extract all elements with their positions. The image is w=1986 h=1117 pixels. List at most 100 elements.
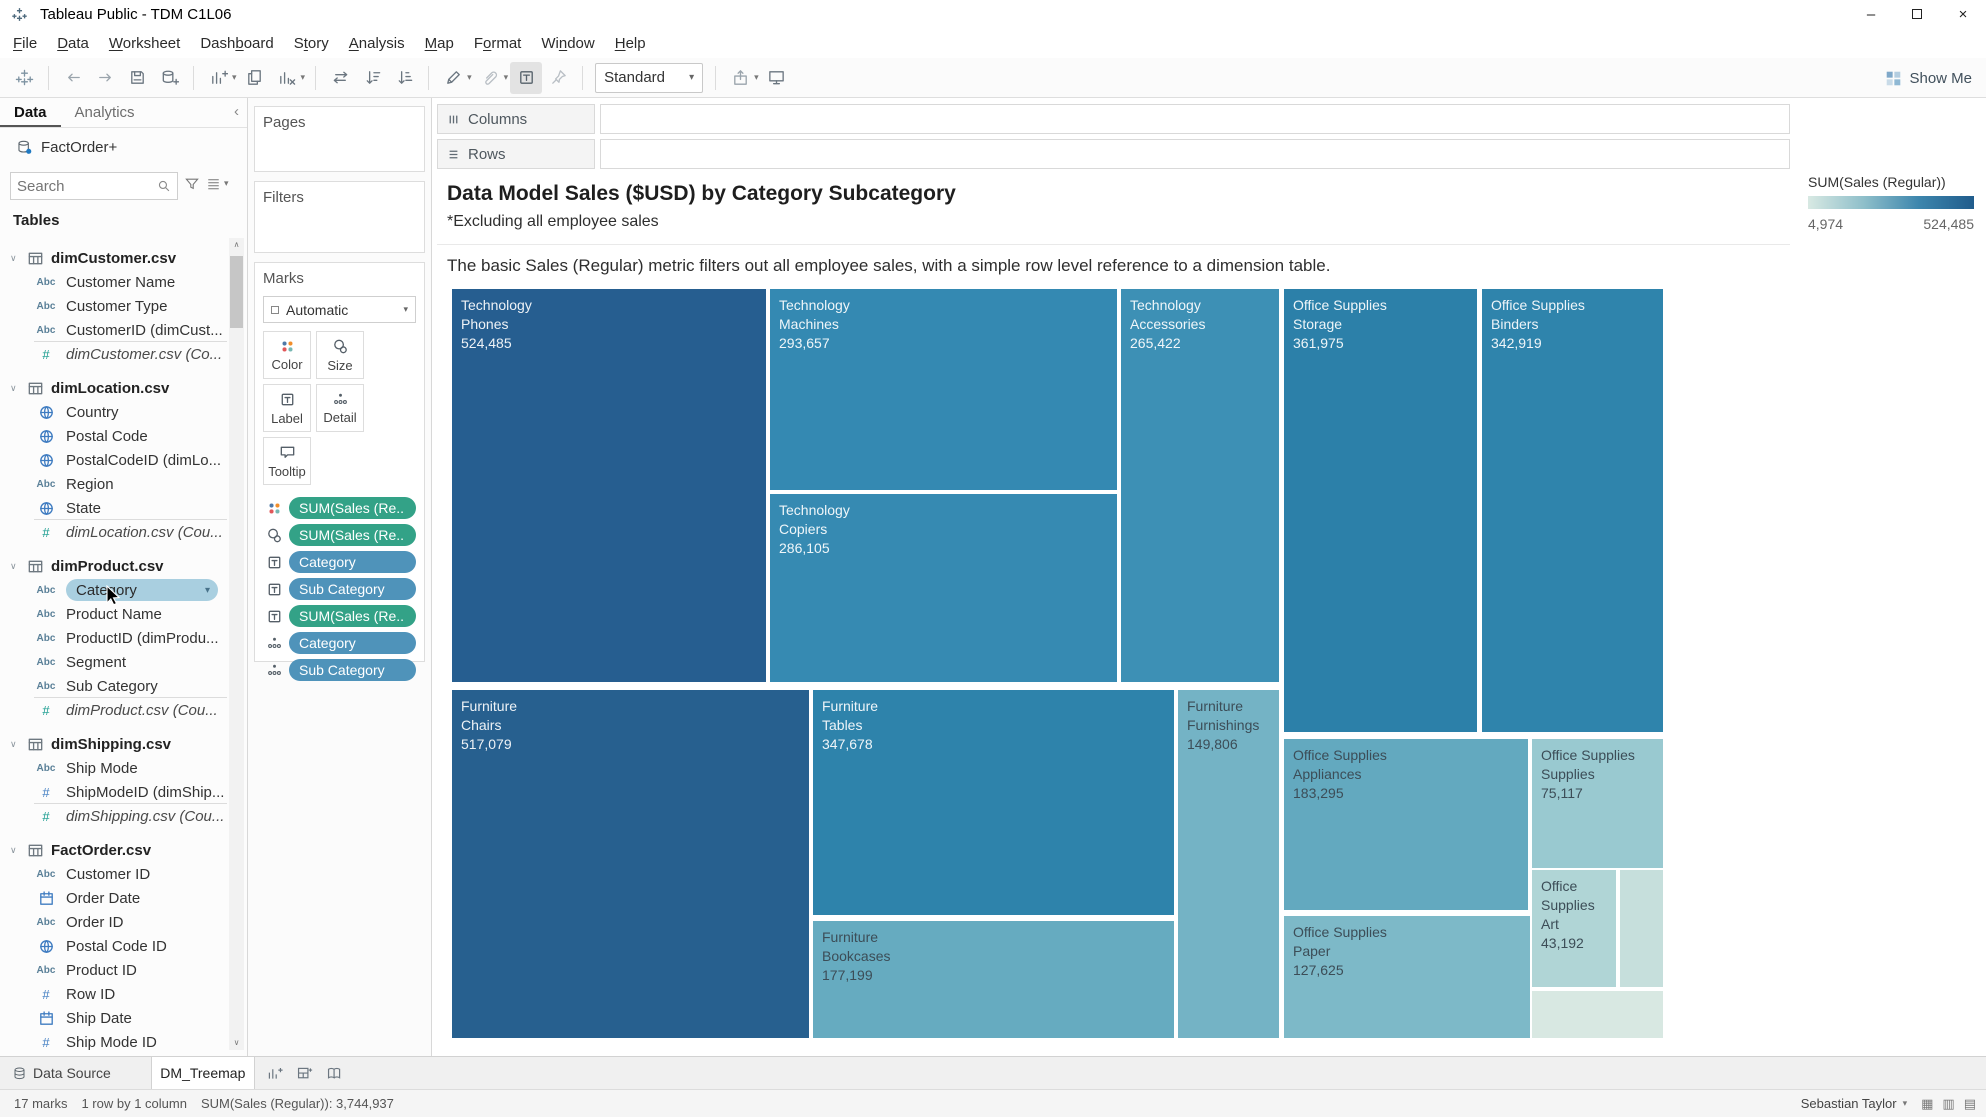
field-shipmodeid-dimship[interactable]: #ShipModeID (dimShip... xyxy=(0,780,229,804)
treemap-cell-paper[interactable]: Office SuppliesPaper127,625 xyxy=(1284,916,1530,1038)
treemap-cell-bookcases[interactable]: FurnitureBookcases177,199 xyxy=(813,921,1174,1038)
treemap-cell-binders[interactable]: Office SuppliesBinders342,919 xyxy=(1482,289,1663,732)
treemap-cell-tables[interactable]: FurnitureTables347,678 xyxy=(813,690,1174,915)
table-header-dimproduct-csv[interactable]: ∨dimProduct.csv xyxy=(0,554,229,578)
menu-window[interactable]: Window xyxy=(531,31,604,56)
duplicate-sheet-button[interactable] xyxy=(239,62,271,94)
tab-analytics[interactable]: Analytics xyxy=(61,98,149,127)
menu-story[interactable]: Story xyxy=(284,31,339,56)
chevron-down-icon[interactable]: ∨ xyxy=(10,383,20,394)
treemap-cell-machines[interactable]: TechnologyMachines293,657 xyxy=(770,289,1117,490)
treemap-cell-copiers[interactable]: TechnologyCopiers286,105 xyxy=(770,494,1117,682)
table-header-dimshipping-csv[interactable]: ∨dimShipping.csv xyxy=(0,732,229,756)
data-pane-scrollbar[interactable]: ∧ ∨ xyxy=(229,238,244,1050)
chevron-down-icon[interactable]: ∨ xyxy=(10,253,20,264)
view-options-icon[interactable]: ▾ xyxy=(206,176,229,191)
new-story-icon[interactable] xyxy=(323,1061,347,1085)
field-dimcustomer-csv-co[interactable]: #dimCustomer.csv (Co... xyxy=(0,342,229,366)
menu-format[interactable]: Format xyxy=(464,31,532,56)
data-source-tab[interactable]: Data Source xyxy=(0,1057,123,1089)
field-product-name[interactable]: AbcProduct Name xyxy=(0,602,229,626)
menu-data[interactable]: Data xyxy=(47,31,99,56)
field-row-id[interactable]: #Row ID xyxy=(0,982,229,1006)
chevron-down-icon[interactable]: ▾ xyxy=(504,72,509,83)
new-dashboard-icon[interactable] xyxy=(293,1061,317,1085)
table-header-dimcustomer-csv[interactable]: ∨dimCustomer.csv xyxy=(0,246,229,270)
treemap-cell-phones[interactable]: TechnologyPhones524,485 xyxy=(452,289,766,682)
menu-map[interactable]: Map xyxy=(415,31,464,56)
treemap-cell-storage[interactable]: Office SuppliesStorage361,975 xyxy=(1284,289,1477,732)
scroll-down-icon[interactable]: ∨ xyxy=(229,1036,244,1050)
pill-sum-sales-re[interactable]: SUM(Sales (Re.. xyxy=(289,605,416,627)
field-state[interactable]: State xyxy=(0,496,229,520)
scroll-thumb[interactable] xyxy=(230,256,243,328)
mark-type-dropdown[interactable]: Automatic ▾ xyxy=(263,296,416,323)
field-ship-mode[interactable]: AbcShip Mode xyxy=(0,756,229,780)
field-product-id[interactable]: AbcProduct ID xyxy=(0,958,229,982)
show-me-button[interactable]: Show Me xyxy=(1885,58,1972,98)
clear-sheet-button[interactable] xyxy=(271,62,303,94)
search-input[interactable] xyxy=(11,178,157,195)
chevron-down-icon[interactable]: ▾ xyxy=(754,72,759,83)
field-customer-type[interactable]: AbcCustomer Type xyxy=(0,294,229,318)
pill-category[interactable]: Category xyxy=(289,632,416,654)
field-segment[interactable]: AbcSegment xyxy=(0,650,229,674)
field-dimshipping-csv-cou[interactable]: #dimShipping.csv (Cou... xyxy=(0,804,229,828)
field-order-date[interactable]: Order Date xyxy=(0,886,229,910)
field-customer-id[interactable]: AbcCustomer ID xyxy=(0,862,229,886)
menu-analysis[interactable]: Analysis xyxy=(339,31,415,56)
share-button[interactable] xyxy=(724,62,756,94)
pages-shelf[interactable]: Pages xyxy=(254,106,425,172)
show-mark-labels-button[interactable] xyxy=(510,62,542,94)
color-button[interactable]: Color xyxy=(263,331,311,379)
pill-sub-category[interactable]: Sub Category xyxy=(289,578,416,600)
chevron-down-icon[interactable]: ∨ xyxy=(10,739,20,750)
user-menu[interactable]: Sebastian Taylor ▾ xyxy=(1801,1096,1907,1111)
field-region[interactable]: AbcRegion xyxy=(0,472,229,496)
label-button[interactable]: Label xyxy=(263,384,311,432)
menu-worksheet[interactable]: Worksheet xyxy=(99,31,190,56)
datasource-row[interactable]: FactOrder+ xyxy=(0,134,247,160)
field-postalcodeid-dimlo[interactable]: PostalCodeID (dimLo... xyxy=(0,448,229,472)
chevron-down-icon[interactable]: ▾ xyxy=(301,72,306,83)
chevron-down-icon[interactable]: ∨ xyxy=(10,561,20,572)
close-button[interactable]: × xyxy=(1940,0,1986,28)
tooltip-button[interactable]: Tooltip xyxy=(263,437,311,485)
field-customer-name[interactable]: AbcCustomer Name xyxy=(0,270,229,294)
chevron-down-icon[interactable]: ▾ xyxy=(467,72,472,83)
save-button[interactable] xyxy=(121,62,153,94)
field-productid-dimprodu[interactable]: AbcProductID (dimProdu... xyxy=(0,626,229,650)
size-button[interactable]: Size xyxy=(316,331,364,379)
table-header-dimlocation-csv[interactable]: ∨dimLocation.csv xyxy=(0,376,229,400)
treemap-cell-unlabeled[interactable] xyxy=(1620,870,1663,987)
field-postal-code-id[interactable]: Postal Code ID xyxy=(0,934,229,958)
redo-button[interactable] xyxy=(89,62,121,94)
sheet-sorter-icon[interactable]: ▦ xyxy=(1921,1096,1933,1112)
field-ship-date[interactable]: Ship Date xyxy=(0,1006,229,1030)
sheet-tab-dm-treemap[interactable]: DM_Treemap xyxy=(151,1057,255,1089)
new-worksheet-icon[interactable] xyxy=(263,1061,287,1085)
pill-sub-category[interactable]: Sub Category xyxy=(289,659,416,681)
field-customerid-dimcust[interactable]: AbcCustomerID (dimCust... xyxy=(0,318,229,342)
treemap-cell-unlabeled[interactable] xyxy=(1532,991,1663,1038)
field-country[interactable]: Country xyxy=(0,400,229,424)
sort-descending-button[interactable] xyxy=(388,62,420,94)
menu-dashboard[interactable]: Dashboard xyxy=(190,31,283,56)
filmstrip-icon[interactable]: ▥ xyxy=(1942,1096,1954,1112)
treemap-cell-appliances[interactable]: Office SuppliesAppliances183,295 xyxy=(1284,739,1528,910)
maximize-button[interactable] xyxy=(1894,0,1940,28)
filters-shelf[interactable]: Filters xyxy=(254,181,425,253)
swap-rows-columns-button[interactable] xyxy=(324,62,356,94)
sort-ascending-button[interactable] xyxy=(356,62,388,94)
filter-fields-icon[interactable] xyxy=(184,176,200,192)
chevron-down-icon[interactable]: ∨ xyxy=(10,845,20,856)
scroll-up-icon[interactable]: ∧ xyxy=(229,238,244,252)
treemap-cell-chairs[interactable]: FurnitureChairs517,079 xyxy=(452,690,809,1038)
field-dimproduct-csv-cou[interactable]: #dimProduct.csv (Cou... xyxy=(0,698,229,722)
field-order-id[interactable]: AbcOrder ID xyxy=(0,910,229,934)
treemap-cell-accessories[interactable]: TechnologyAccessories265,422 xyxy=(1121,289,1279,682)
table-header-factorder-csv[interactable]: ∨FactOrder.csv xyxy=(0,838,229,862)
pill-sum-sales-re[interactable]: SUM(Sales (Re.. xyxy=(289,497,416,519)
show-tabs-icon[interactable]: ▤ xyxy=(1964,1096,1976,1112)
legend-gradient-bar[interactable] xyxy=(1808,196,1974,209)
